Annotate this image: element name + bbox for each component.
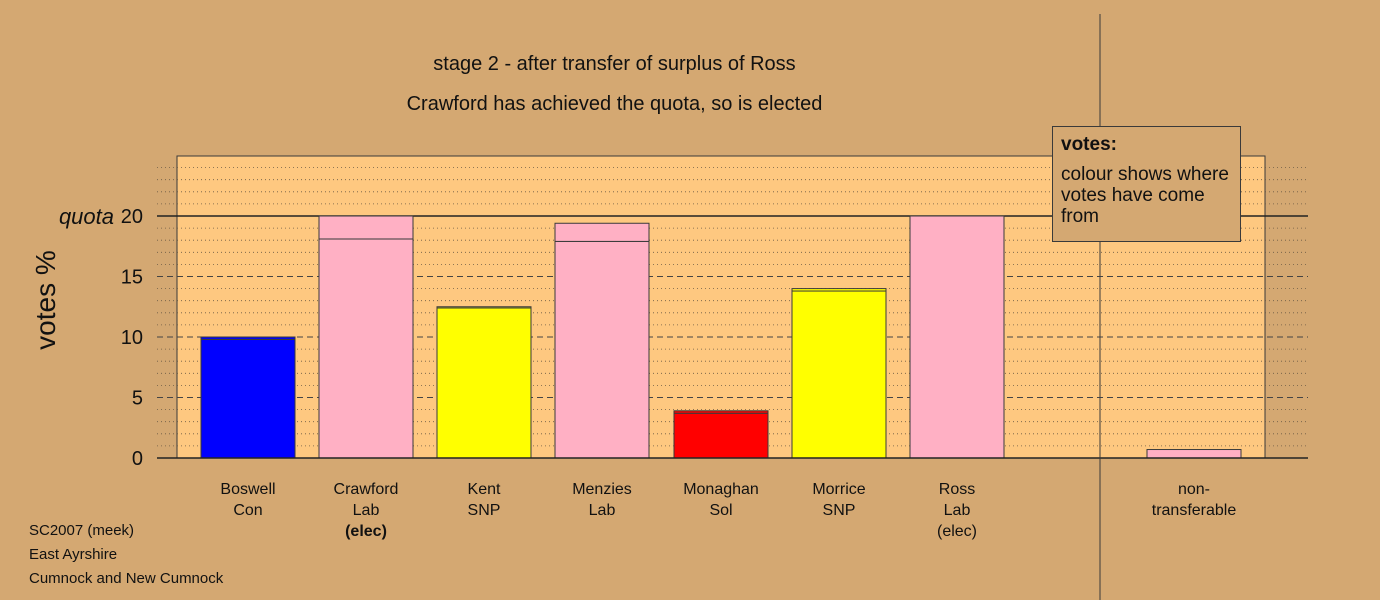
bar-first-preference bbox=[554, 240, 650, 459]
legend-title: votes: bbox=[1061, 134, 1117, 155]
x-tick-label: Lab bbox=[944, 502, 971, 519]
bar-transfer-segment bbox=[318, 215, 414, 240]
y-tick-label: 10 bbox=[121, 327, 143, 349]
x-tick-label: SNP bbox=[468, 502, 501, 519]
x-tick-label: Lab bbox=[353, 502, 380, 519]
y-tick-label: 20 bbox=[121, 206, 143, 228]
chart-title: stage 2 - after transfer of surplus of R… bbox=[433, 53, 796, 75]
x-tick-label: (elec) bbox=[937, 523, 977, 540]
y-axis-label: votes % bbox=[30, 250, 61, 350]
chart-subtitle: Crawford has achieved the quota, so is e… bbox=[406, 93, 823, 115]
footer-council: East Ayrshire bbox=[29, 546, 118, 563]
x-tick-label: Monaghan bbox=[683, 481, 759, 498]
bar-first-preference bbox=[318, 238, 414, 459]
x-tick-label: Con bbox=[233, 502, 262, 519]
y-tick-label: 0 bbox=[132, 448, 143, 470]
bar-transfer-segment bbox=[791, 288, 887, 292]
y-tick-label: 5 bbox=[132, 388, 143, 410]
footer-election: SC2007 (meek) bbox=[29, 522, 135, 539]
bar-transfer-segment bbox=[554, 222, 650, 242]
bar-first-preference bbox=[200, 338, 296, 459]
quota-label: quota bbox=[59, 204, 114, 229]
footer-ward: Cumnock and New Cumnock bbox=[29, 570, 224, 587]
bar-transfer-segment bbox=[673, 410, 769, 414]
legend: votes: colour shows where votes have com… bbox=[1052, 126, 1241, 242]
bar-transfer-segment bbox=[436, 306, 532, 309]
bar-first-preference bbox=[791, 290, 887, 459]
bar-first-preference bbox=[673, 412, 769, 459]
x-tick-label: Menzies bbox=[572, 481, 632, 498]
x-tick-label: non- bbox=[1178, 481, 1210, 498]
bar-transfer-segment bbox=[1146, 449, 1242, 459]
x-tick-label: (elec) bbox=[345, 523, 387, 540]
x-tick-label: Crawford bbox=[334, 481, 399, 498]
y-tick-label: 15 bbox=[121, 267, 143, 289]
x-tick-label: Boswell bbox=[220, 481, 275, 498]
x-tick-label: SNP bbox=[823, 502, 856, 519]
legend-body: colour shows where votes have come from bbox=[1061, 164, 1229, 227]
x-tick-label: Kent bbox=[468, 481, 501, 498]
x-tick-label: Sol bbox=[709, 502, 732, 519]
x-tick-label: transferable bbox=[1152, 502, 1237, 519]
bar-first-preference bbox=[909, 215, 1005, 459]
x-tick-label: Ross bbox=[939, 481, 975, 498]
x-tick-label: Lab bbox=[589, 502, 616, 519]
bar-transfer-segment bbox=[200, 336, 296, 340]
x-tick-label: Morrice bbox=[812, 481, 865, 498]
bar-first-preference bbox=[436, 307, 532, 459]
